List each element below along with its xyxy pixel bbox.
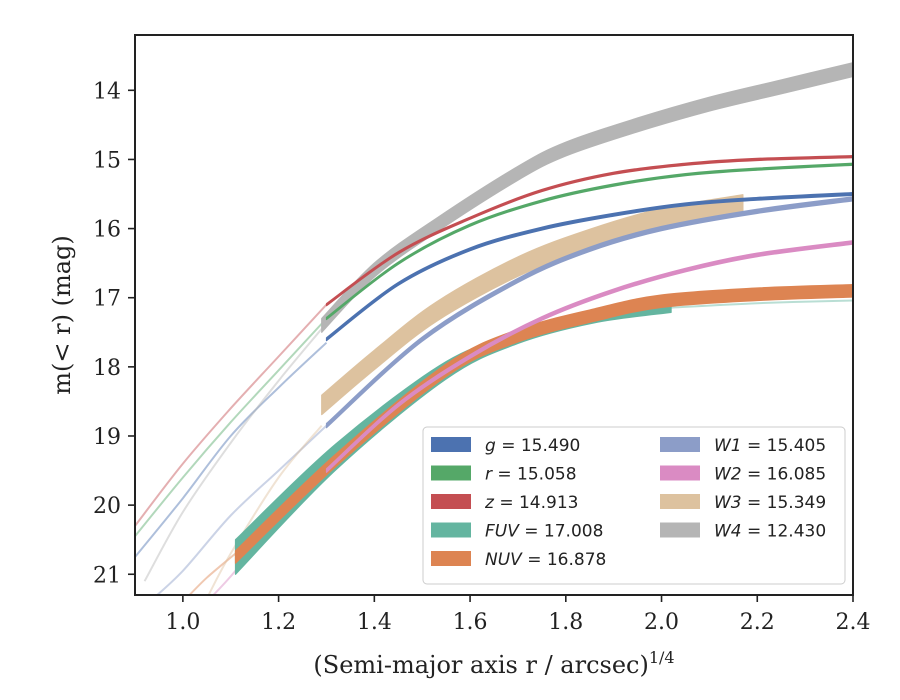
x-axis-label-exponent: 1/4 (649, 648, 675, 667)
legend-swatch-nuv (431, 551, 471, 566)
legend-value-nuv: = 16.878 (522, 550, 607, 570)
x-tick-label: 1.2 (261, 610, 296, 635)
series-w1-extrapolation (155, 424, 328, 595)
series-g-band (325, 192, 853, 342)
series-nuv-band (234, 284, 853, 564)
y-tick-label: 21 (93, 563, 121, 588)
series-w3-extrapolation (207, 424, 323, 595)
legend-label-fuv: FUV = 17.008 (485, 522, 603, 542)
legend-swatch-z (431, 494, 471, 509)
legend-swatch-g (431, 437, 471, 452)
x-tick-label: 1.6 (453, 610, 488, 635)
x-tick-label: 1.8 (548, 610, 583, 635)
series-r-band (325, 162, 853, 321)
series-w4-band (321, 62, 853, 333)
series-w2-band (325, 240, 853, 473)
x-tick-label: 2.0 (644, 610, 679, 635)
series-g-extrapolation (135, 341, 328, 558)
series-nuv-extrapolation (188, 552, 237, 595)
series-r-extrapolation (135, 317, 328, 537)
y-tick-label: 20 (93, 494, 121, 519)
curves-layer (135, 62, 853, 595)
legend-swatch-r (431, 465, 471, 481)
x-tick-label: 2.4 (836, 610, 871, 635)
legend-label-w3: W3 = 15.349 (714, 493, 826, 513)
legend-label-w2: W2 = 16.085 (714, 465, 826, 485)
series-fuv-band (234, 303, 672, 575)
legend-label-nuv: NUV = 16.878 (485, 550, 606, 570)
x-tick-label: 1.4 (357, 610, 392, 635)
x-axis-label: (Semi-major axis r / arcsec)1/4 (313, 648, 674, 679)
legend-value-w4: = 12.430 (742, 522, 827, 542)
x-tick-label: 2.2 (740, 610, 775, 635)
legend-swatch-w2 (660, 465, 700, 481)
y-tick-label: 18 (93, 356, 121, 381)
series-z-band (325, 155, 853, 307)
legend-label-w4: W4 = 12.430 (714, 522, 826, 542)
legend-value-w3: = 15.349 (742, 493, 827, 513)
series-z-extrapolation (135, 303, 328, 527)
x-tick-label: 1.0 (165, 610, 200, 635)
legend-label-z: z = 14.913 (484, 493, 578, 513)
legend-value-w2: = 16.085 (742, 465, 827, 485)
legend-variable-g: g (485, 436, 496, 456)
legend-variable-nuv: NUV (485, 550, 523, 570)
legend-value-fuv: = 17.008 (519, 522, 604, 542)
legend-variable-w3: W3 (714, 493, 742, 513)
y-tick-label: 17 (93, 287, 121, 312)
legend-variable-fuv: FUV (485, 522, 520, 542)
legend-variable-w2: W2 (714, 465, 742, 485)
legend-value-r: = 15.058 (492, 465, 577, 485)
x-axis: 1.0 1.2 1.4 1.6 1.8 2.0 2.2 2.4 (165, 595, 871, 635)
legend-variable-w1: W1 (714, 436, 742, 456)
legend-value-g: = 15.490 (496, 436, 581, 456)
legend-label-w1: W1 = 15.405 (714, 436, 826, 456)
legend-box (422, 426, 846, 585)
series-w1-band (325, 196, 853, 429)
y-tick-label: 15 (93, 148, 121, 173)
legend-swatch-fuv (431, 522, 471, 538)
plot-frame (134, 34, 854, 596)
legend-value-z: = 14.913 (494, 493, 579, 513)
legend-variable-r: r (485, 465, 493, 485)
legend-variable-w4: W4 (714, 522, 742, 542)
legend-label-g: g = 15.490 (485, 436, 580, 456)
y-tick-label: 14 (93, 79, 121, 104)
legend-value-w1: = 15.405 (742, 436, 827, 456)
series-w4-extrapolation (143, 328, 323, 582)
x-axis-label-main: (Semi-major axis r / arcsec) (313, 651, 648, 679)
legend-label-r: r = 15.058 (485, 465, 577, 485)
y-axis-label: m(< r) (mag) (48, 235, 76, 394)
y-tick-label: 19 (93, 425, 121, 450)
y-axis: 14 15 16 17 18 19 20 21 (93, 79, 135, 588)
legend-swatch-w3 (660, 494, 700, 509)
legend-swatch-w4 (660, 522, 700, 538)
y-tick-label: 16 (93, 218, 121, 243)
legend-swatch-w1 (660, 437, 700, 452)
series-fuv-extrapolation (661, 299, 853, 310)
legend-variable-z: z (484, 493, 495, 513)
